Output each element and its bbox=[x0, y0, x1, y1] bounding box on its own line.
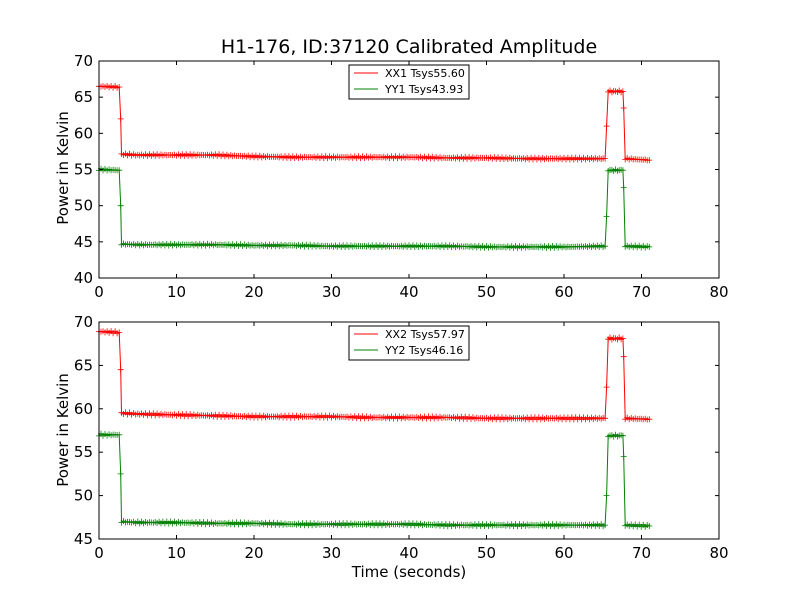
y-tick-label: 55 bbox=[74, 443, 93, 461]
y-tick-label: 70 bbox=[74, 313, 93, 331]
x-tick-label: 70 bbox=[632, 283, 651, 301]
x-tick-label: 20 bbox=[244, 283, 263, 301]
legend-label-yy2: YY2 Tsys46.16 bbox=[384, 344, 463, 357]
x-tick-label: 40 bbox=[399, 283, 418, 301]
chart-title: H1-176, ID:37120 Calibrated Amplitude bbox=[221, 36, 597, 58]
x-tick-label: 10 bbox=[167, 283, 186, 301]
y-tick-label: 60 bbox=[74, 400, 93, 418]
x-axis-label: Time (seconds) bbox=[351, 563, 467, 581]
x-tick-label: 0 bbox=[94, 544, 104, 562]
x-tick-label: 10 bbox=[167, 544, 186, 562]
x-tick-label: 40 bbox=[399, 544, 418, 562]
legend-label-xx2: XX2 Tsys57.97 bbox=[385, 328, 465, 341]
y-tick-label: 65 bbox=[74, 356, 93, 374]
y-tick-label: 45 bbox=[74, 233, 93, 251]
y-tick-label: 45 bbox=[74, 530, 93, 548]
y-axis-label-top: Power in Kelvin bbox=[54, 111, 72, 225]
y-tick-label: 70 bbox=[74, 52, 93, 70]
y-tick-label: 55 bbox=[74, 161, 93, 179]
x-tick-label: 30 bbox=[322, 283, 341, 301]
y-tick-label: 40 bbox=[74, 269, 93, 287]
x-tick-label: 20 bbox=[244, 544, 263, 562]
legend-bottom: XX2 Tsys57.97 YY2 Tsys46.16 bbox=[349, 326, 469, 360]
x-tick-label: 60 bbox=[554, 544, 573, 562]
y-tick-label: 65 bbox=[74, 88, 93, 106]
x-tick-label: 50 bbox=[477, 544, 496, 562]
x-tick-label: 80 bbox=[709, 544, 728, 562]
figure: H1-176, ID:37120 Calibrated Amplitude Po… bbox=[0, 0, 800, 600]
legend-top: XX1 Tsys55.60 YY1 Tsys43.93 bbox=[349, 65, 469, 99]
y-tick-label: 60 bbox=[74, 124, 93, 142]
y-tick-label: 50 bbox=[74, 487, 93, 505]
x-tick-label: 60 bbox=[554, 283, 573, 301]
legend-label-xx1: XX1 Tsys55.60 bbox=[385, 67, 465, 80]
x-tick-label: 80 bbox=[709, 283, 728, 301]
x-tick-label: 70 bbox=[632, 544, 651, 562]
y-axis-label-bottom: Power in Kelvin bbox=[54, 373, 72, 487]
x-tick-label: 0 bbox=[94, 283, 104, 301]
legend-label-yy1: YY1 Tsys43.93 bbox=[384, 83, 463, 96]
y-tick-label: 50 bbox=[74, 197, 93, 215]
x-tick-label: 50 bbox=[477, 283, 496, 301]
x-tick-label: 30 bbox=[322, 544, 341, 562]
